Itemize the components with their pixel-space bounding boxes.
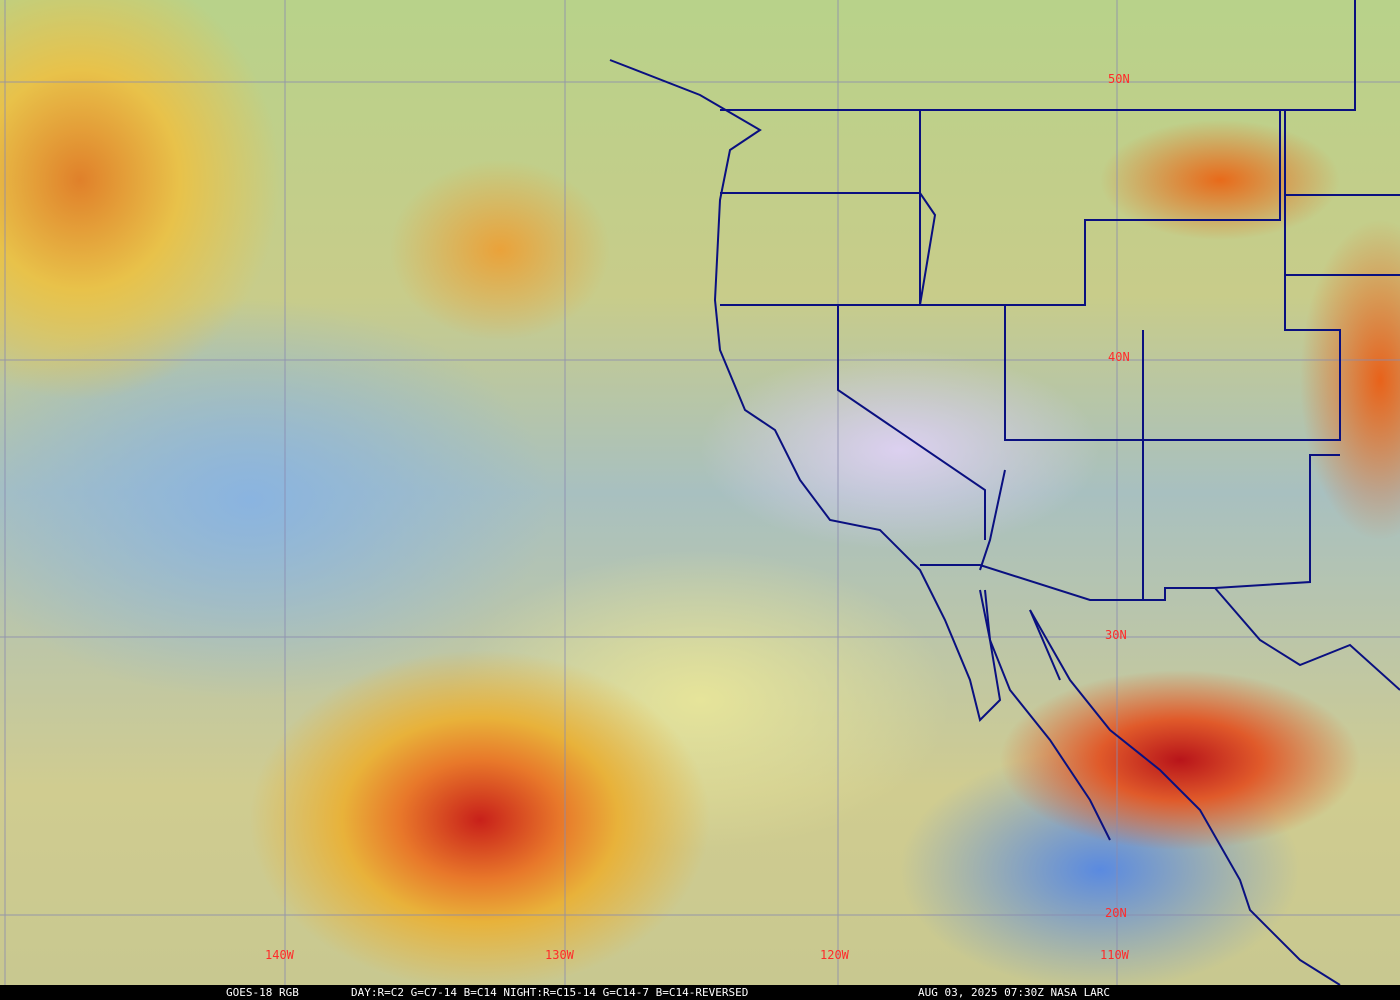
label-50n: 50N (1108, 72, 1130, 86)
baja-california (979, 589, 1111, 841)
caption-timestamp: AUG 03, 2025 07:30Z NASA LARC (918, 986, 1111, 999)
label-40n: 40N (1108, 350, 1130, 364)
label-130w: 130W (545, 948, 574, 962)
label-30n: 30N (1105, 628, 1127, 642)
label-20n: 20N (1105, 906, 1127, 920)
caption-product: GOES-18 RGB (226, 986, 299, 999)
state-borders (720, 110, 1400, 691)
caption-channels: DAY:R=C2 G=C7-14 B=C14 NIGHT:R=C15-14 G=… (351, 986, 749, 999)
label-120w: 120W (820, 948, 849, 962)
label-110w: 110W (1100, 948, 1129, 962)
caption-bar: GOES-18 RGB DAY:R=C2 G=C7-14 B=C14 NIGHT… (0, 985, 1400, 1000)
coastline-west (609, 59, 1341, 985)
us-canada-border (720, 0, 1356, 111)
label-140w: 140W (265, 948, 294, 962)
boundaries (609, 0, 1400, 985)
